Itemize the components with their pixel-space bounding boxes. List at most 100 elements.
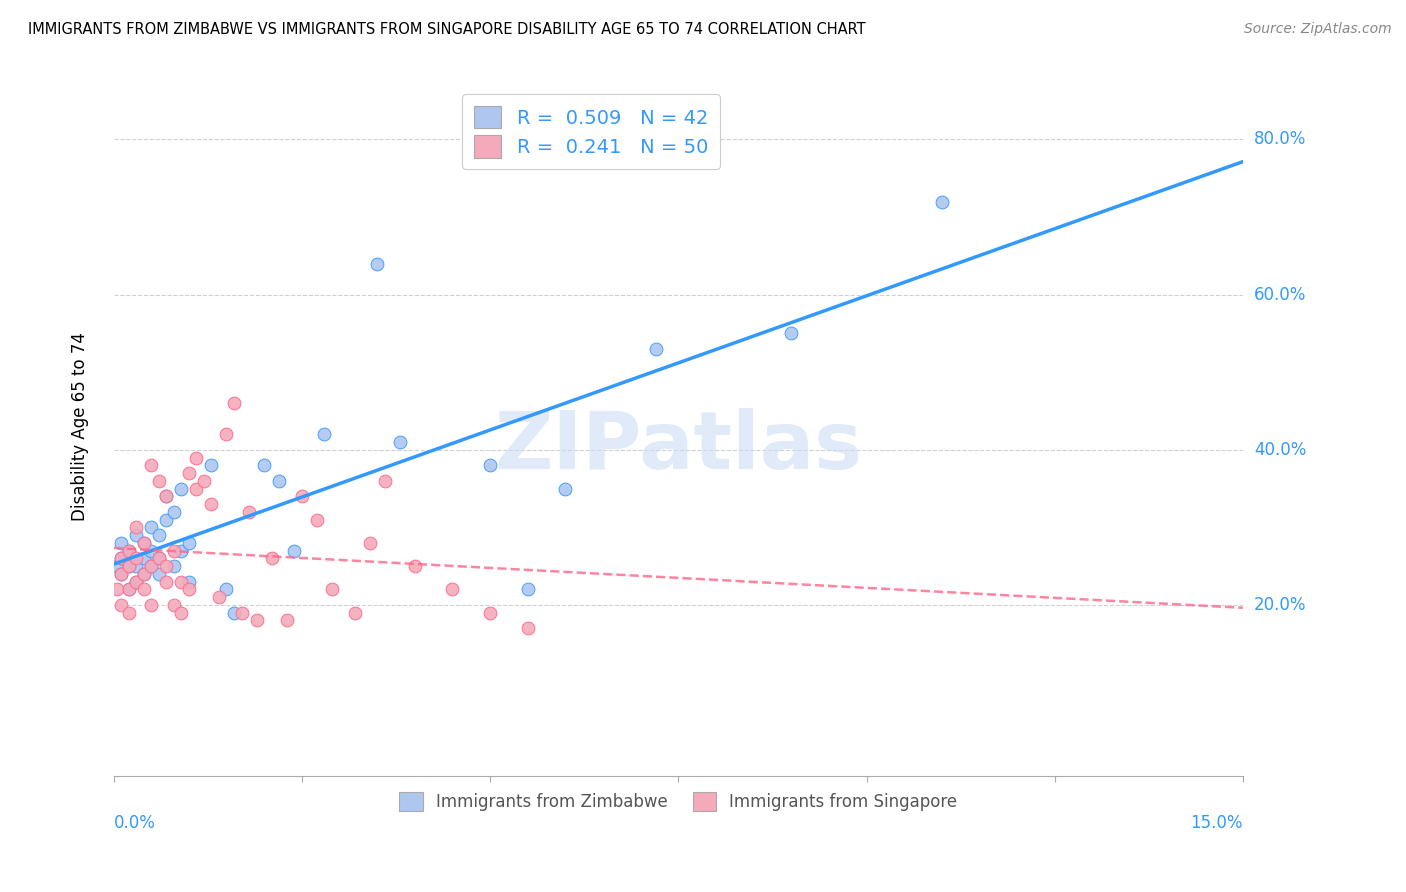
- Point: [155, 559, 177, 574]
- Point: [359, 536, 381, 550]
- Point: [117, 606, 139, 620]
- Point: [125, 574, 148, 589]
- Point: [554, 482, 576, 496]
- Point: [125, 574, 148, 589]
- Point: [200, 497, 222, 511]
- Point: [132, 536, 155, 550]
- Point: [177, 536, 200, 550]
- Text: 15.0%: 15.0%: [1191, 814, 1243, 832]
- Point: [148, 551, 170, 566]
- Point: [125, 520, 148, 534]
- Point: [132, 566, 155, 581]
- Point: [117, 543, 139, 558]
- Point: [215, 582, 238, 597]
- Point: [110, 566, 132, 581]
- Point: [516, 621, 538, 635]
- Point: [117, 582, 139, 597]
- Y-axis label: Disability Age 65 to 74: Disability Age 65 to 74: [72, 332, 89, 521]
- Point: [479, 458, 502, 473]
- Point: [148, 474, 170, 488]
- Point: [105, 582, 128, 597]
- Point: [374, 474, 396, 488]
- Point: [215, 427, 238, 442]
- Point: [177, 582, 200, 597]
- Point: [141, 543, 163, 558]
- Text: 20.0%: 20.0%: [1254, 596, 1306, 614]
- Point: [193, 474, 215, 488]
- Point: [177, 466, 200, 480]
- Point: [170, 543, 193, 558]
- Point: [260, 551, 283, 566]
- Point: [125, 528, 148, 542]
- Point: [644, 342, 666, 356]
- Point: [246, 613, 269, 627]
- Point: [305, 512, 328, 526]
- Point: [110, 551, 132, 566]
- Point: [269, 474, 291, 488]
- Text: 40.0%: 40.0%: [1254, 441, 1306, 458]
- Point: [404, 559, 426, 574]
- Point: [110, 536, 132, 550]
- Point: [186, 450, 208, 465]
- Point: [388, 435, 411, 450]
- Point: [117, 543, 139, 558]
- Point: [291, 489, 314, 503]
- Point: [780, 326, 803, 341]
- Point: [117, 559, 139, 574]
- Point: [117, 582, 139, 597]
- Point: [170, 482, 193, 496]
- Point: [253, 458, 276, 473]
- Point: [105, 559, 128, 574]
- Point: [163, 559, 186, 574]
- Point: [141, 559, 163, 574]
- Point: [125, 551, 148, 566]
- Text: Source: ZipAtlas.com: Source: ZipAtlas.com: [1244, 22, 1392, 37]
- Point: [110, 598, 132, 612]
- Point: [163, 505, 186, 519]
- Point: [141, 559, 163, 574]
- Point: [321, 582, 343, 597]
- Legend: Immigrants from Zimbabwe, Immigrants from Singapore: Immigrants from Zimbabwe, Immigrants fro…: [391, 783, 966, 820]
- Point: [163, 598, 186, 612]
- Point: [366, 257, 388, 271]
- Point: [276, 613, 298, 627]
- Point: [343, 606, 366, 620]
- Point: [314, 427, 336, 442]
- Point: [141, 598, 163, 612]
- Point: [155, 574, 177, 589]
- Text: 0.0%: 0.0%: [114, 814, 156, 832]
- Point: [132, 551, 155, 566]
- Point: [170, 606, 193, 620]
- Point: [186, 482, 208, 496]
- Point: [155, 489, 177, 503]
- Point: [148, 566, 170, 581]
- Point: [110, 551, 132, 566]
- Point: [110, 566, 132, 581]
- Point: [177, 574, 200, 589]
- Point: [141, 458, 163, 473]
- Text: 60.0%: 60.0%: [1254, 285, 1306, 303]
- Point: [283, 543, 305, 558]
- Point: [125, 559, 148, 574]
- Point: [931, 194, 953, 209]
- Point: [222, 396, 245, 410]
- Point: [200, 458, 222, 473]
- Text: 80.0%: 80.0%: [1254, 130, 1306, 148]
- Point: [208, 590, 231, 604]
- Point: [238, 505, 260, 519]
- Point: [141, 520, 163, 534]
- Point: [163, 543, 186, 558]
- Point: [170, 574, 193, 589]
- Point: [155, 489, 177, 503]
- Point: [479, 606, 502, 620]
- Point: [155, 512, 177, 526]
- Text: IMMIGRANTS FROM ZIMBABWE VS IMMIGRANTS FROM SINGAPORE DISABILITY AGE 65 TO 74 CO: IMMIGRANTS FROM ZIMBABWE VS IMMIGRANTS F…: [28, 22, 866, 37]
- Point: [148, 528, 170, 542]
- Point: [148, 551, 170, 566]
- Point: [132, 566, 155, 581]
- Point: [516, 582, 538, 597]
- Point: [117, 559, 139, 574]
- Point: [231, 606, 253, 620]
- Text: ZIPatlas: ZIPatlas: [494, 409, 862, 486]
- Point: [132, 536, 155, 550]
